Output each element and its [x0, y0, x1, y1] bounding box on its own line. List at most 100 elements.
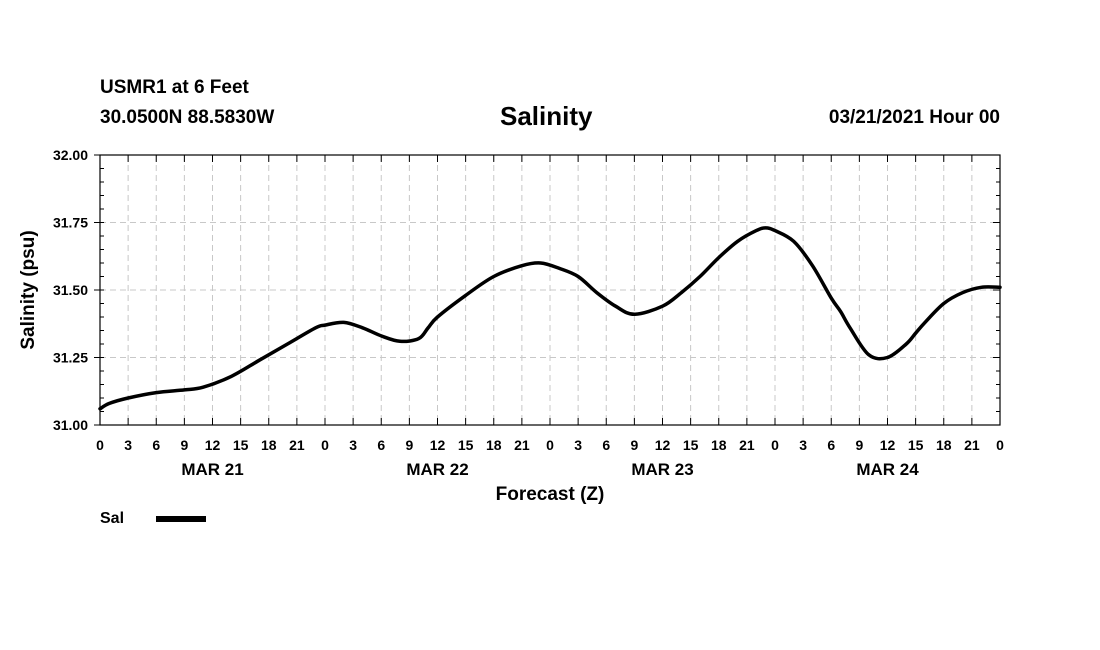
data-point [399, 340, 402, 343]
data-point [839, 310, 842, 313]
data-point [717, 256, 720, 259]
x-tick-label: 9 [405, 437, 413, 453]
x-tick-label: 21 [289, 437, 305, 453]
legend-label: Sal [100, 510, 125, 527]
x-tick-label: 3 [799, 437, 807, 453]
data-point [914, 332, 917, 335]
y-axis-label: Salinity (psu) [18, 230, 39, 349]
data-point [492, 275, 495, 278]
x-tick-label: 18 [486, 437, 502, 453]
y-tick-labels: 31.00 31.25 31.50 31.75 32.00 [53, 147, 88, 433]
x-tick-label: 21 [964, 437, 980, 453]
data-point [886, 356, 889, 359]
plot-frame [99, 154, 1001, 426]
data-point [314, 326, 317, 329]
data-point [427, 326, 430, 329]
data-point [792, 240, 795, 243]
x-tick-label: 9 [855, 437, 863, 453]
data-point [108, 402, 111, 405]
forecast-datetime: 03/21/2021 Hour 00 [828, 107, 1000, 128]
data-point [680, 291, 683, 294]
x-tick-label: 9 [630, 437, 638, 453]
data-point [849, 326, 852, 329]
x-tick-labels: 0 3 6 9 12 15 18 21 0 3 6 9 12 15 18 21 0 3 6 9 12 15 18 21 0 3 6 9… [96, 437, 1004, 453]
data-point [980, 286, 983, 289]
data-point [699, 275, 702, 278]
data-point [230, 375, 233, 378]
x-tick-label: 18 [711, 437, 727, 453]
data-point [661, 305, 664, 308]
day-label: MAR 21 [181, 460, 243, 479]
chart-title: Salinity [500, 101, 593, 131]
station-label: USMR1 at 6 Feet [100, 77, 249, 98]
x-tick-label: 0 [96, 437, 104, 453]
data-point [942, 302, 945, 305]
grid-lines [100, 155, 1000, 425]
x-tick-label: 15 [908, 437, 924, 453]
x-tick-label: 15 [233, 437, 249, 453]
x-tick-label: 12 [430, 437, 446, 453]
day-label: MAR 22 [406, 460, 468, 479]
day-label: MAR 24 [856, 460, 919, 479]
x-tick-label: 18 [936, 437, 952, 453]
x-tick-label: 3 [124, 437, 132, 453]
x-tick-label: 3 [349, 437, 357, 453]
data-point [830, 297, 833, 300]
data-point [361, 326, 364, 329]
y-tick-label: 31.75 [53, 215, 88, 231]
data-point [539, 262, 542, 265]
x-tick-label: 6 [602, 437, 610, 453]
y-tick-label: 32.00 [53, 147, 88, 163]
data-point [324, 324, 327, 327]
data-point [905, 343, 908, 346]
data-point [633, 313, 636, 316]
data-point [961, 291, 964, 294]
data-point [127, 397, 130, 400]
legend: Sal [100, 510, 207, 528]
x-tick-label: 15 [683, 437, 699, 453]
data-point [595, 291, 598, 294]
x-tick-label: 0 [321, 437, 329, 453]
y-tick-label: 31.00 [53, 417, 88, 433]
x-tick-label: 18 [261, 437, 277, 453]
data-point [867, 353, 870, 356]
x-tick-label: 0 [771, 437, 779, 453]
day-labels: MAR 21 MAR 22 MAR 23 MAR 24 [181, 460, 919, 479]
data-point [764, 226, 767, 229]
y-tick-label: 31.25 [53, 350, 88, 366]
x-tick-label: 12 [655, 437, 671, 453]
x-tick-label: 0 [546, 437, 554, 453]
data-point [811, 264, 814, 267]
x-tick-label: 12 [880, 437, 896, 453]
data-point [286, 343, 289, 346]
x-tick-label: 6 [827, 437, 835, 453]
data-point [342, 321, 345, 324]
day-label: MAR 23 [631, 460, 693, 479]
data-point [183, 388, 186, 391]
x-tick-label: 21 [514, 437, 530, 453]
data-point [520, 264, 523, 267]
legend-swatch [156, 516, 207, 522]
x-axis-label: Forecast (Z) [496, 484, 605, 505]
data-point [558, 267, 561, 270]
x-tick-label: 6 [377, 437, 385, 453]
data-point [417, 337, 420, 340]
x-tick-label: 6 [152, 437, 160, 453]
x-tick-label: 9 [180, 437, 188, 453]
x-tick-label: 15 [458, 437, 474, 453]
data-point [577, 275, 580, 278]
x-tick-label: 21 [739, 437, 755, 453]
y-tick-label: 31.50 [53, 282, 88, 298]
data-point [464, 294, 467, 297]
data-point [924, 321, 927, 324]
data-point [614, 305, 617, 308]
data-point [999, 286, 1002, 289]
x-tick-label: 3 [574, 437, 582, 453]
data-point [736, 240, 739, 243]
data-point [755, 229, 758, 232]
data-point [380, 334, 383, 337]
data-point [774, 229, 777, 232]
x-tick-label: 12 [205, 437, 221, 453]
data-point [436, 316, 439, 319]
